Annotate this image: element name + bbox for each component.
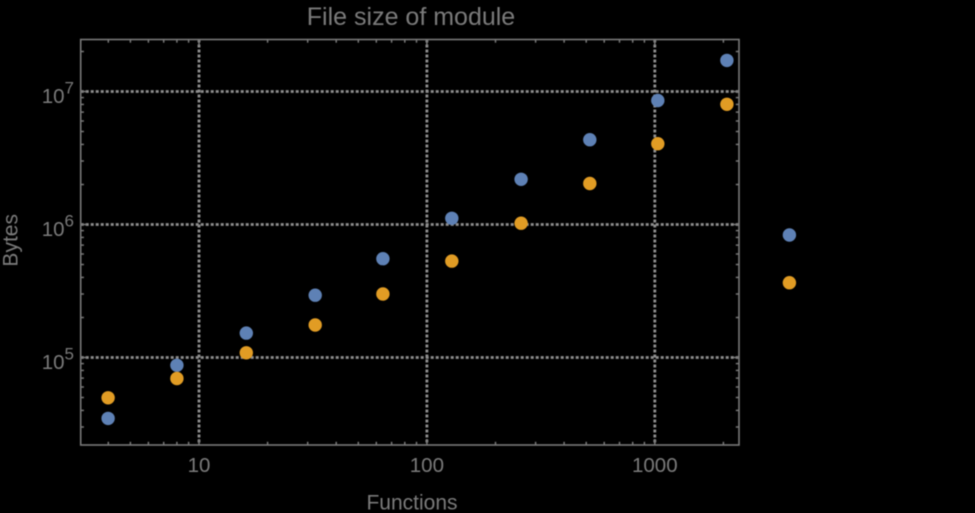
svg-text:Functions: Functions (366, 492, 457, 513)
svg-text:File size of module: File size of module (307, 3, 515, 31)
svg-text:10: 10 (188, 454, 211, 477)
svg-text:1000: 1000 (632, 454, 678, 477)
svg-text:100: 100 (410, 454, 444, 477)
svg-text:Bytes: Bytes (0, 214, 22, 267)
